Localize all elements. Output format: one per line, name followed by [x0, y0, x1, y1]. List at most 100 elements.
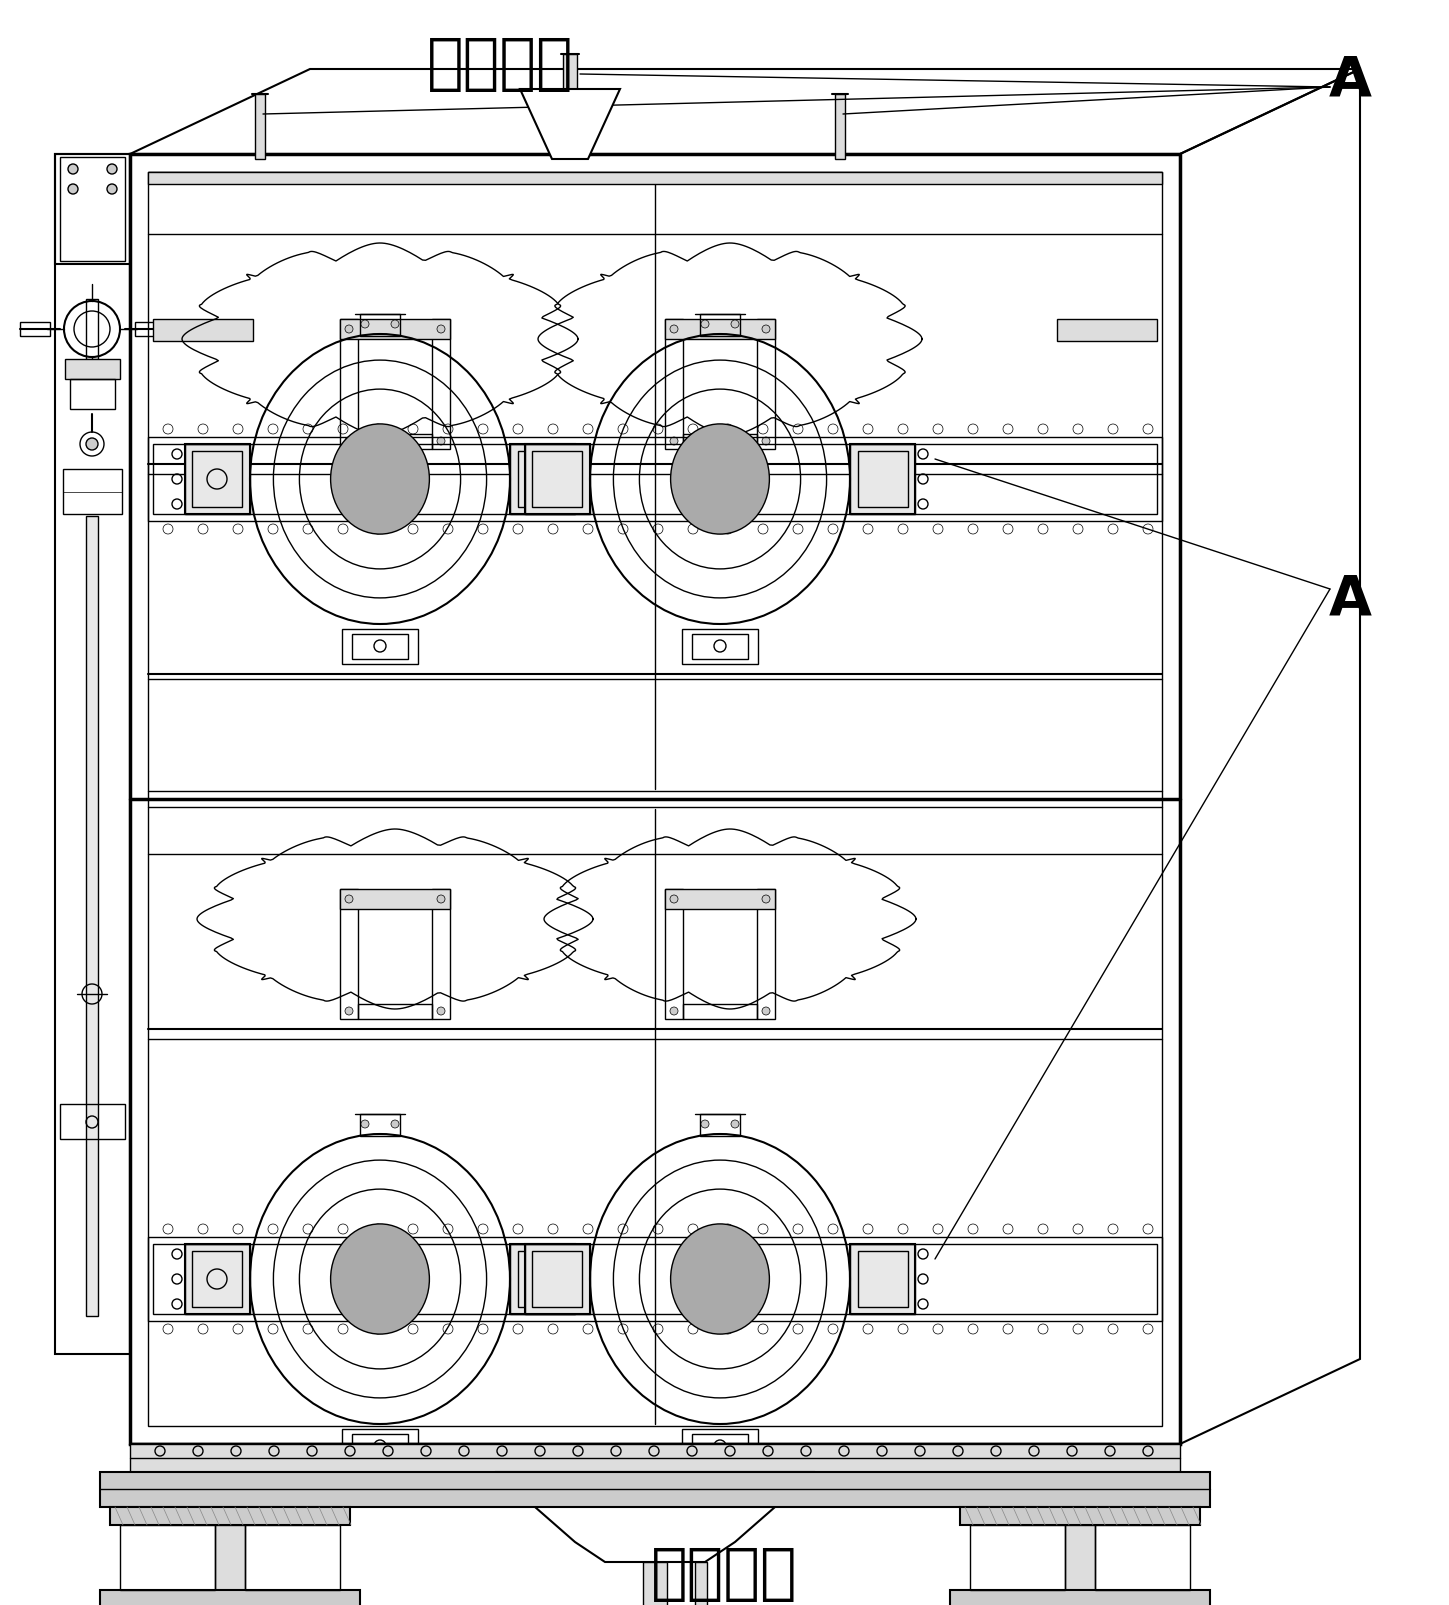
- Bar: [135, 323, 165, 337]
- Circle shape: [730, 1120, 739, 1128]
- Bar: [525, 445, 590, 515]
- Bar: [70, 380, 114, 409]
- Bar: [148, 173, 1162, 1427]
- Bar: [510, 445, 575, 515]
- Bar: [148, 1237, 1162, 1321]
- Bar: [154, 445, 1156, 515]
- Bar: [682, 629, 758, 664]
- Circle shape: [345, 1008, 354, 1016]
- Bar: [510, 1244, 575, 1314]
- Circle shape: [345, 326, 354, 334]
- Bar: [969, 1525, 1065, 1591]
- Bar: [85, 300, 99, 360]
- Bar: [756, 889, 775, 1019]
- Bar: [359, 1114, 400, 1136]
- Bar: [696, 1562, 707, 1605]
- Bar: [120, 1525, 214, 1591]
- Bar: [693, 1435, 748, 1459]
- Bar: [510, 445, 575, 515]
- Bar: [851, 445, 914, 515]
- Bar: [341, 319, 358, 449]
- Circle shape: [345, 896, 354, 904]
- Circle shape: [438, 896, 445, 904]
- Circle shape: [669, 1008, 678, 1016]
- Bar: [525, 445, 590, 515]
- Bar: [255, 95, 265, 160]
- Bar: [858, 451, 909, 507]
- Bar: [193, 1252, 242, 1306]
- Text: A: A: [1329, 573, 1372, 626]
- Circle shape: [391, 321, 398, 329]
- Circle shape: [762, 438, 769, 446]
- Bar: [185, 1244, 251, 1314]
- Text: 钢带入口: 钢带入口: [651, 1544, 797, 1603]
- Circle shape: [68, 185, 78, 194]
- Bar: [341, 889, 451, 910]
- Bar: [700, 1114, 740, 1136]
- Bar: [214, 1525, 245, 1591]
- Circle shape: [701, 1120, 709, 1128]
- Bar: [342, 1428, 417, 1464]
- Text: A: A: [1329, 53, 1372, 108]
- Bar: [961, 1507, 1200, 1525]
- Bar: [517, 451, 568, 507]
- Circle shape: [701, 321, 709, 329]
- Circle shape: [361, 321, 369, 329]
- Bar: [154, 1244, 1156, 1314]
- Circle shape: [669, 326, 678, 334]
- Bar: [665, 319, 682, 449]
- Bar: [851, 445, 914, 515]
- Bar: [148, 173, 1162, 185]
- Bar: [341, 319, 451, 340]
- Bar: [517, 1252, 568, 1306]
- Bar: [130, 1444, 1179, 1472]
- Bar: [432, 889, 451, 1019]
- Bar: [951, 1591, 1210, 1605]
- Circle shape: [762, 896, 769, 904]
- Bar: [185, 445, 251, 515]
- Bar: [851, 1244, 914, 1314]
- Circle shape: [68, 165, 78, 175]
- Bar: [665, 889, 682, 1019]
- Bar: [20, 323, 51, 337]
- Bar: [665, 889, 775, 910]
- Bar: [100, 1591, 359, 1605]
- Bar: [835, 95, 845, 160]
- Bar: [1065, 1525, 1095, 1591]
- Circle shape: [669, 896, 678, 904]
- Bar: [154, 319, 254, 342]
- Circle shape: [107, 185, 117, 194]
- Circle shape: [669, 438, 678, 446]
- Bar: [185, 445, 251, 515]
- Bar: [100, 1472, 1210, 1507]
- Bar: [851, 1244, 914, 1314]
- Circle shape: [762, 1008, 769, 1016]
- Circle shape: [85, 438, 99, 451]
- Bar: [59, 1104, 125, 1140]
- Bar: [342, 629, 417, 664]
- Bar: [525, 1244, 590, 1314]
- Bar: [352, 1435, 409, 1459]
- Bar: [55, 156, 130, 265]
- Bar: [358, 435, 432, 449]
- Ellipse shape: [671, 1225, 769, 1334]
- Bar: [55, 156, 130, 1355]
- Bar: [1095, 1525, 1190, 1591]
- Circle shape: [107, 165, 117, 175]
- Bar: [532, 1252, 582, 1306]
- Bar: [245, 1525, 341, 1591]
- Bar: [341, 889, 358, 1019]
- Circle shape: [438, 326, 445, 334]
- Bar: [665, 319, 775, 340]
- Bar: [59, 157, 125, 262]
- Polygon shape: [520, 90, 620, 160]
- Text: 钢带出口: 钢带出口: [427, 35, 574, 95]
- Ellipse shape: [671, 425, 769, 534]
- Bar: [682, 435, 756, 449]
- Bar: [525, 1244, 590, 1314]
- Ellipse shape: [330, 1225, 429, 1334]
- Bar: [148, 438, 1162, 522]
- Bar: [700, 315, 740, 337]
- Bar: [352, 634, 409, 660]
- Bar: [532, 451, 582, 507]
